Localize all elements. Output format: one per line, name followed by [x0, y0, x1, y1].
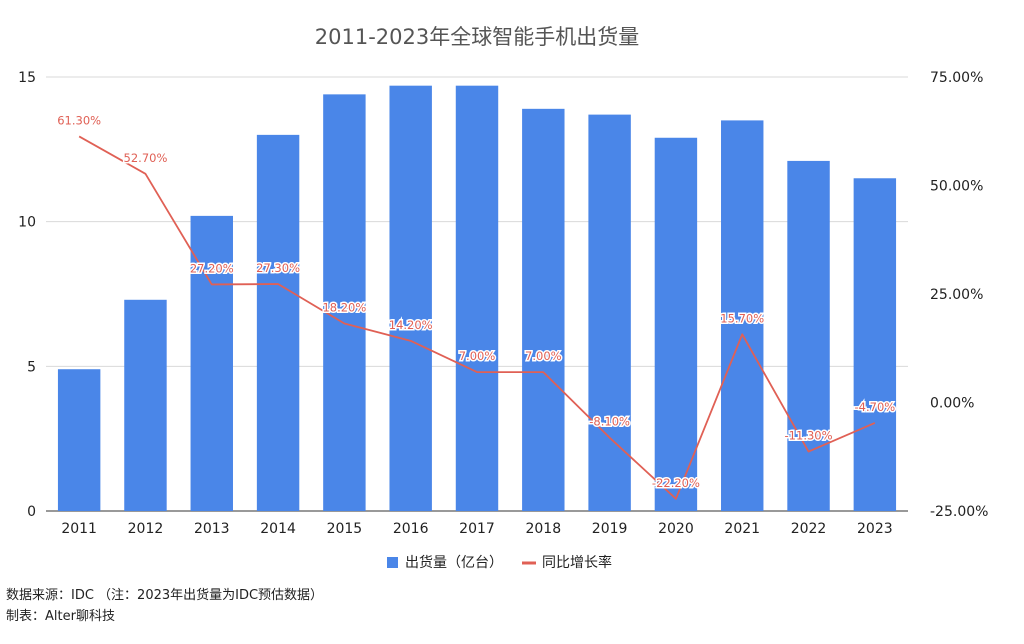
bar-2017: [455, 85, 499, 512]
growth-rate-label: -4.70%: [855, 400, 896, 414]
right-axis-tick-label: 25.00%: [930, 287, 983, 303]
bar-2012: [124, 299, 167, 511]
x-axis-tick-label: 2013: [194, 521, 230, 537]
x-axis-tick-label: 2019: [592, 521, 628, 537]
growth-rate-label: 61.30%: [57, 113, 101, 127]
legend-label-shipments: 出货量（亿台）: [405, 554, 503, 571]
x-axis-tick-label: 2015: [327, 521, 363, 537]
growth-rate-label: 15.70%: [720, 311, 764, 325]
growth-rate-label: 52.70%: [124, 151, 168, 165]
growth-rate-label: 7.00%: [459, 349, 496, 363]
bar-2022: [787, 160, 830, 511]
x-axis-tick-label: 2011: [61, 521, 97, 537]
growth-rate-label: -22.20%: [652, 476, 700, 490]
bar-2020: [654, 137, 698, 511]
x-axis-tick-label: 2023: [857, 521, 893, 537]
right-axis-tick-label: 75.00%: [930, 70, 983, 86]
growth-rate-label: -8.10%: [589, 415, 630, 429]
legend-label-growth: 同比增长率: [542, 554, 612, 571]
x-axis-tick-label: 2018: [525, 521, 561, 537]
growth-rate-label: 7.00%: [525, 349, 562, 363]
growth-rate-label: 18.20%: [322, 301, 366, 315]
x-axis-tick-label: 2020: [658, 521, 694, 537]
x-axis-tick-label: 2017: [459, 521, 495, 537]
legend-swatch-shipments: [387, 557, 398, 568]
left-axis-tick-label: 15: [18, 70, 36, 86]
right-axis-tick-label: -25.00%: [930, 504, 988, 520]
bar-2015: [323, 94, 366, 512]
bar-2011: [57, 369, 101, 511]
chart-canvas: 2011-2023年全球智能手机出货量 0 5 10 15 -25.00% 0.00% 25.…: [18, 25, 988, 571]
bar-2018: [522, 108, 565, 512]
bar-2014: [256, 134, 300, 511]
chart-title: 2011-2023年全球智能手机出货量: [315, 25, 639, 49]
left-axis-tick-label: 10: [18, 215, 36, 231]
x-axis-tick-label: 2016: [393, 521, 429, 537]
x-axis-tick-label: 2021: [724, 521, 760, 537]
left-axis-tick-label: 0: [27, 504, 36, 520]
growth-rate-label: 27.20%: [190, 261, 234, 275]
growth-rate-label: 14.20%: [389, 318, 433, 332]
right-axis-tick-label: 0.00%: [930, 396, 974, 412]
bar-2013: [190, 215, 233, 511]
bar-2019: [588, 114, 631, 511]
bar-2023: [853, 178, 897, 511]
author-note: 制表：Alter聊科技: [6, 609, 115, 624]
x-axis-tick-label: 2012: [128, 521, 164, 537]
data-source-note: 数据来源：IDC （注：2023年出货量为IDC预估数据）: [6, 588, 324, 603]
right-axis-tick-label: 50.00%: [930, 179, 983, 195]
bar-2016: [389, 85, 432, 512]
growth-rate-line: [78, 135, 876, 500]
growth-rate-label: -11.30%: [785, 429, 833, 443]
x-axis-tick-label: 2014: [260, 521, 296, 537]
left-axis-tick-label: 5: [27, 359, 36, 375]
bar-2021: [721, 120, 764, 512]
x-axis-tick-label: 2022: [791, 521, 827, 537]
growth-rate-label: 27.30%: [256, 261, 300, 275]
